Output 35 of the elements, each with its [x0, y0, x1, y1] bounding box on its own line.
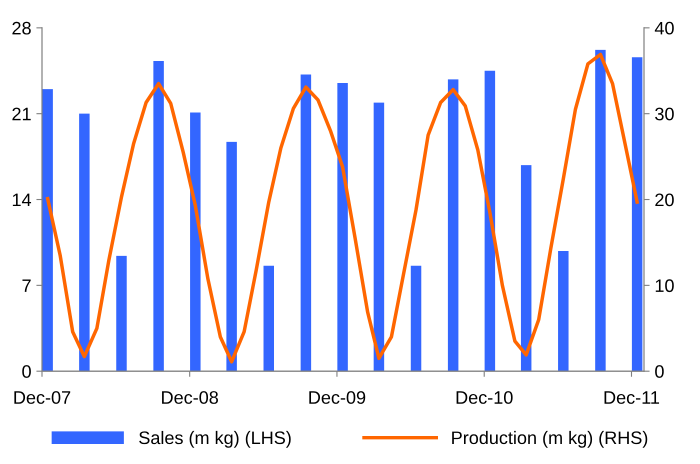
y-tick-label: 28 — [12, 22, 31, 35]
bar — [484, 70, 496, 372]
x-tick-label: Dec-11 — [604, 391, 660, 404]
y2-tick-label: 10 — [656, 279, 674, 292]
bar — [632, 57, 642, 372]
x-tick-label: Dec-10 — [456, 391, 513, 404]
bar — [79, 114, 90, 372]
x-tick-label: Dec-09 — [309, 391, 366, 404]
bar — [190, 112, 201, 372]
y-tick-label: 21 — [12, 108, 31, 120]
y-tick-label: 7 — [22, 279, 31, 292]
bar — [116, 256, 127, 372]
x-tick-label: Dec-07 — [14, 391, 70, 404]
legend-label: Sales (m kg) (LHS) — [139, 430, 291, 448]
y-tick-label: 14 — [12, 194, 32, 206]
bar — [153, 60, 164, 372]
y2-tick-label: 20 — [655, 193, 674, 206]
line-series — [46, 52, 639, 364]
y2-tick-label: 30 — [655, 108, 674, 120]
bar — [300, 74, 312, 372]
x-tick-label: Dec-08 — [162, 391, 218, 404]
bar — [337, 83, 348, 372]
bar — [374, 102, 384, 372]
bar — [520, 165, 532, 372]
y-tick-label: 0 — [22, 365, 31, 378]
bar — [42, 89, 53, 372]
bar — [558, 251, 569, 372]
bar — [448, 79, 458, 372]
bar — [264, 266, 274, 372]
bar — [226, 142, 237, 372]
bar — [410, 266, 422, 372]
bar — [595, 50, 606, 372]
legend-label: Production (m kg) (RHS) — [452, 430, 648, 448]
y2-tick-label: 40 — [654, 22, 674, 35]
y2-tick-label: 0 — [655, 365, 664, 378]
